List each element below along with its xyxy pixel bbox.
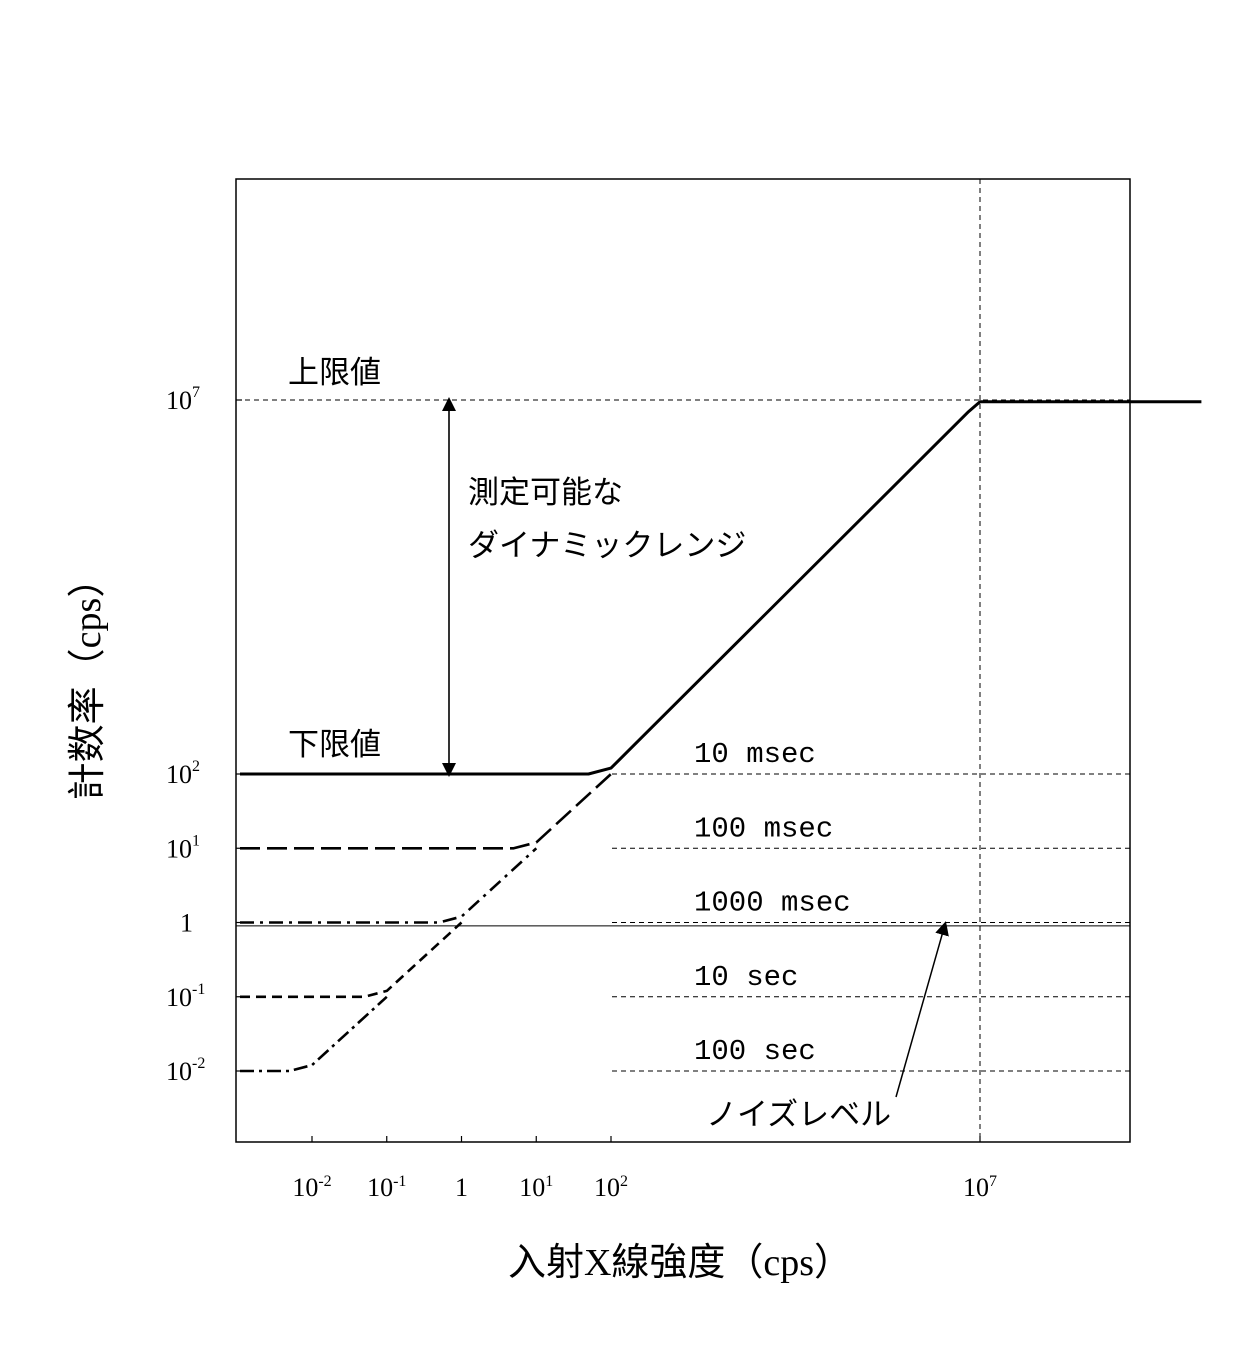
- x-tick-label: 10-2: [292, 1173, 331, 1202]
- series-label-3: 1000 msec: [694, 887, 851, 920]
- series-label-5: 100 sec: [694, 1035, 816, 1068]
- y-tick-label: 107: [166, 384, 200, 415]
- y-tick-label: 10-2: [166, 1055, 205, 1086]
- x-tick-label: 102: [594, 1173, 628, 1202]
- series-label-4: 10 sec: [694, 961, 798, 994]
- lower-limit-label: 下限値: [288, 727, 381, 762]
- tick-layer: 10-2 10-1 1 101 102 107 10-2 10-1 1 101 102 107: [166, 384, 997, 1202]
- series-label-1: 10 msec: [694, 738, 816, 771]
- reference-line-layer: [236, 179, 1130, 1142]
- y-tick-label: 10-1: [166, 981, 205, 1012]
- upper-limit-label: 上限値: [288, 355, 381, 390]
- series-line-1: [240, 400, 1202, 776]
- noise-level-arrow: [895, 921, 949, 1098]
- series-layer: [240, 400, 1202, 1073]
- x-tick-label: 107: [963, 1173, 997, 1202]
- x-tick-label: 101: [519, 1173, 553, 1202]
- y-tick-label: 1: [180, 909, 193, 938]
- noise-level-label: ノイズレベル: [706, 1097, 891, 1132]
- annotation-layer: 上限値 下限値 測定可能な ダイナミックレンジ ノイズレベル 計数率（cps） …: [67, 355, 949, 1284]
- series-label-2: 100 msec: [694, 812, 833, 845]
- series-line-3: [240, 847, 538, 924]
- y-tick-label: 101: [166, 832, 200, 863]
- dynamic-range-label-line2: ダイナミックレンジ: [468, 528, 746, 563]
- plot-frame: [235, 178, 1131, 1143]
- label-layer: 10 msec 100 msec 1000 msec 10 sec 100 sec: [694, 738, 851, 1068]
- series-line-2: [240, 773, 612, 850]
- series-line-5: [240, 995, 388, 1073]
- x-tick-label: 1: [455, 1173, 468, 1202]
- y-axis-title: 計数率（cps）: [67, 560, 109, 801]
- dynamic-range-label-line1: 測定可能な: [468, 475, 623, 510]
- x-tick-label: 10-1: [367, 1173, 406, 1202]
- y-tick-label: 102: [166, 758, 200, 789]
- series-line-4: [240, 921, 463, 999]
- x-axis-title: 入射X線強度（cps）: [508, 1242, 852, 1284]
